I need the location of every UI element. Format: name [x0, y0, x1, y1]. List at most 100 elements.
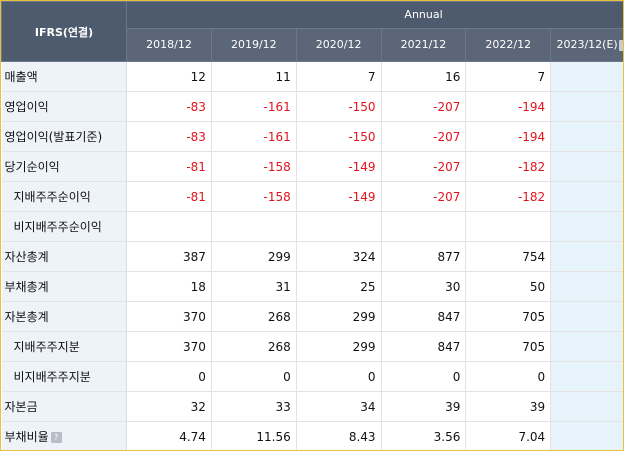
estimate-cell	[550, 241, 623, 272]
table-row: 비지배주주순이익	[1, 211, 623, 242]
value-cell: 0	[211, 361, 297, 392]
value-cell	[211, 211, 297, 242]
help-icon[interactable]: ?	[50, 432, 62, 443]
row-label-cell[interactable]: 당기순이익	[1, 151, 128, 182]
table-row: 부채총계 18 31 25 30 50	[1, 271, 623, 302]
value-cell: 18	[126, 271, 212, 302]
value-cell: 324	[296, 241, 382, 272]
row-label-cell[interactable]: 지배주주지분	[1, 331, 128, 362]
value-cell: 299	[211, 241, 297, 272]
table-row: 자산총계 387 299 324 877 754	[1, 241, 623, 272]
estimate-cell	[550, 61, 623, 92]
value-cell: 8.43	[296, 421, 382, 450]
value-cell: 4.74	[126, 421, 212, 450]
table-row: 영업이익 -83 -161 -150 -207 -194	[1, 91, 623, 122]
value-cell: -149	[296, 151, 382, 182]
year-label: 2019/12	[230, 38, 277, 52]
value-cell: 3.56	[381, 421, 467, 450]
value-cell	[465, 211, 552, 242]
value-cell: -207	[381, 181, 467, 212]
row-label-cell[interactable]: 자본금	[1, 391, 128, 422]
estimate-cell	[550, 421, 623, 450]
value-cell: -83	[126, 91, 212, 122]
value-cell: -81	[126, 151, 212, 182]
value-cell: 31	[211, 271, 297, 302]
table-row: 지배주주지분 370 268 299 847 705	[1, 331, 623, 362]
value-cell: 705	[465, 301, 552, 332]
ifrs-header-cell: IFRS(연결)	[1, 1, 128, 62]
value-cell: 7	[296, 61, 382, 92]
value-cell: 268	[211, 301, 297, 332]
estimate-cell	[550, 301, 623, 332]
value-cell: 370	[126, 331, 212, 362]
row-label-cell[interactable]: 비지배주주순이익	[1, 211, 128, 242]
value-cell: 705	[465, 331, 552, 362]
year-header-3: 2021/12	[380, 27, 467, 63]
value-cell: 0	[465, 361, 552, 392]
value-cell: 33	[211, 391, 297, 422]
year-header-5: 2023/12(E)?	[550, 27, 623, 63]
year-label: 2021/12	[400, 38, 447, 52]
row-label-cell[interactable]: 매출액	[1, 61, 128, 92]
row-label: 당기순이익	[4, 160, 60, 174]
value-cell: 32	[126, 391, 212, 422]
estimate-cell	[550, 391, 623, 422]
annual-header-cell[interactable]: Annual	[126, 1, 623, 29]
value-cell: 7	[465, 61, 552, 92]
row-label-cell[interactable]: 자본총계	[1, 301, 128, 332]
row-label-cell[interactable]: 비지배주주지분	[1, 361, 128, 392]
table-row: 부채비율? 4.74 11.56 8.43 3.56 7.04	[1, 421, 623, 450]
help-icon[interactable]: ?	[618, 39, 623, 51]
row-label: 부채총계	[4, 280, 49, 294]
row-label: 자산총계	[4, 250, 49, 264]
year-header-4: 2022/12	[465, 27, 552, 63]
value-cell: -81	[126, 181, 212, 212]
value-cell: -207	[381, 91, 467, 122]
estimate-cell	[550, 121, 623, 152]
value-cell: 12	[126, 61, 212, 92]
estimate-cell	[550, 331, 623, 362]
value-cell: -158	[211, 181, 297, 212]
estimate-cell	[550, 211, 623, 242]
value-cell: -161	[211, 121, 297, 152]
year-header-2: 2020/12	[295, 27, 382, 63]
value-cell: 0	[126, 361, 212, 392]
row-label-cell[interactable]: 부채비율?	[1, 421, 128, 450]
value-cell: 299	[296, 331, 382, 362]
value-cell: 268	[211, 331, 297, 362]
table-body: 매출액 12 11 7 16 7 영업이익 -83 -161 -150 -207 -194 영업이익(발…	[1, 61, 623, 450]
value-cell: -194	[465, 121, 552, 152]
table-row: 영업이익(발표기준) -83 -161 -150 -207 -194	[1, 121, 623, 152]
year-header-row: 2018/12 2019/12 2020/12 2021/12 2022/12 2023/…	[2, 27, 623, 63]
value-cell: -83	[126, 121, 212, 152]
row-label-cell[interactable]: 자산총계	[1, 241, 128, 272]
value-cell: 0	[381, 361, 467, 392]
value-cell: -161	[211, 91, 297, 122]
value-cell: 39	[381, 391, 467, 422]
value-cell: 16	[381, 61, 467, 92]
table-row: 비지배주주지분 0 0 0 0 0	[1, 361, 623, 392]
value-cell: 11	[211, 61, 297, 92]
row-label: 자본금	[4, 400, 38, 414]
row-label-cell[interactable]: 영업이익	[1, 91, 128, 122]
value-cell: 370	[126, 301, 212, 332]
value-cell: -158	[211, 151, 297, 182]
row-label: 지배주주순이익	[13, 190, 91, 204]
value-cell: 50	[465, 271, 552, 302]
row-label-cell[interactable]: 부채총계	[1, 271, 128, 302]
table-row: 자본총계 370 268 299 847 705	[1, 301, 623, 332]
row-label: 비지배주주순이익	[13, 220, 102, 234]
row-label: 부채비율	[4, 430, 49, 444]
value-cell: -149	[296, 181, 382, 212]
value-cell: 7.04	[465, 421, 552, 450]
value-cell: -150	[296, 91, 382, 122]
value-cell: -194	[465, 91, 552, 122]
estimate-cell	[550, 151, 623, 182]
table-row: 매출액 12 11 7 16 7	[1, 61, 623, 92]
value-cell: -182	[465, 181, 552, 212]
row-label-cell[interactable]: 영업이익(발표기준)	[1, 121, 128, 152]
year-header-1: 2019/12	[210, 27, 297, 63]
value-cell: -182	[465, 151, 552, 182]
row-label-cell[interactable]: 지배주주순이익	[1, 181, 128, 212]
